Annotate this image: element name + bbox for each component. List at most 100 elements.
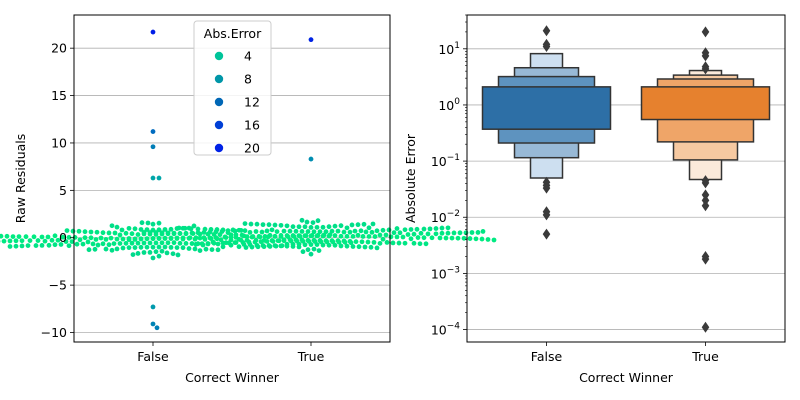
- swarm-point: [114, 236, 120, 242]
- swarm-point: [314, 242, 320, 248]
- swarm-point: [208, 227, 214, 232]
- legend-entry-label: 16: [244, 118, 260, 133]
- swarm-point: [228, 234, 234, 240]
- swarm-point: [338, 223, 344, 229]
- swarm-point: [1, 238, 7, 244]
- swarm-point: [203, 246, 209, 252]
- swarm-point: [132, 245, 138, 250]
- swarm-point: [372, 234, 378, 239]
- swarm-point: [338, 243, 344, 249]
- swarm-point: [114, 224, 120, 230]
- boxen-y-tick-label: 10−1: [431, 153, 460, 169]
- swarm-point: [355, 232, 361, 238]
- swarm-y-ticks: −10 −5 0 5 10 15 20: [41, 41, 74, 340]
- swarm-point: [106, 242, 112, 248]
- swarm-point: [361, 221, 367, 227]
- swarm-point: [35, 238, 41, 243]
- swarm-point: [138, 236, 144, 242]
- swarm-point: [130, 252, 136, 257]
- swarm-point: [281, 237, 287, 243]
- swarm-point: [308, 242, 314, 247]
- swarm-point: [380, 236, 386, 242]
- swarm-point: [195, 226, 201, 232]
- swarm-point: [120, 245, 126, 251]
- swarm-point: [304, 219, 310, 225]
- boxen-box: [640, 86, 771, 121]
- swarm-point: [98, 235, 104, 241]
- boxen-outlier: [701, 321, 710, 333]
- swarm-point: [310, 220, 316, 226]
- swarm-point: [139, 220, 145, 226]
- swarm-point: [308, 251, 314, 257]
- swarm-point: [119, 227, 125, 233]
- swarm-point: [439, 225, 445, 231]
- swarm-point: [236, 244, 242, 250]
- swarm-point: [92, 246, 98, 252]
- swarm-point: [388, 234, 394, 240]
- swarm-point: [269, 227, 275, 233]
- boxen-outlier: [701, 200, 710, 212]
- swarm-point: [74, 241, 80, 247]
- swarm-point: [248, 221, 254, 227]
- swarm-point: [270, 238, 276, 244]
- swarm-point: [147, 240, 153, 246]
- swarm-point: [141, 250, 147, 255]
- swarm-point: [201, 235, 207, 241]
- boxen-x-axis-label: Correct Winner: [579, 370, 674, 385]
- swarm-point: [445, 225, 451, 231]
- swarm-point: [132, 237, 138, 242]
- swarm-point: [408, 227, 414, 232]
- swarm-point: [411, 240, 417, 246]
- swarm-point: [314, 233, 320, 239]
- boxen-boxes: [481, 52, 771, 181]
- swarm-point: [290, 233, 296, 238]
- swarm-point: [211, 232, 217, 237]
- boxen-plot-frame: [466, 14, 786, 343]
- swarm-point: [66, 234, 72, 240]
- swarm-point: [244, 234, 250, 240]
- swarm-point: [150, 321, 156, 327]
- swarm-point: [49, 237, 55, 243]
- swarm-x-axis-label: Correct Winner: [185, 370, 280, 385]
- swarm-point: [418, 230, 424, 236]
- swarm-point: [290, 224, 296, 230]
- swarm-point: [284, 233, 290, 238]
- swarm-point: [126, 245, 132, 251]
- swarm-point: [205, 231, 211, 237]
- swarm-point: [433, 226, 439, 231]
- swarm-point: [467, 236, 473, 241]
- swarm-point: [335, 228, 341, 234]
- swarm-point: [117, 241, 123, 246]
- swarm-point: [293, 237, 299, 243]
- swarm-point: [423, 241, 429, 247]
- swarm-point: [260, 222, 266, 228]
- swarm-point: [129, 240, 135, 246]
- boxen-outlier: [542, 25, 551, 37]
- swarm-point: [150, 129, 156, 134]
- swarm-point: [23, 234, 29, 240]
- swarm-point: [386, 227, 392, 233]
- swarm-y-tick-label: −10: [41, 325, 67, 340]
- swarm-point: [138, 227, 144, 232]
- boxen-x-tick-label: False: [531, 349, 563, 364]
- boxen-outlier: [542, 182, 551, 194]
- swarm-point: [189, 241, 195, 246]
- swarm-point: [320, 224, 326, 230]
- swarm-point: [162, 227, 168, 232]
- swarm-point: [145, 220, 151, 226]
- swarm-point: [242, 221, 248, 227]
- swarm-point: [19, 243, 25, 249]
- swarm-point: [123, 240, 129, 246]
- swarm-point: [332, 223, 338, 229]
- swarm-point: [19, 238, 25, 244]
- swarm-point: [109, 223, 115, 229]
- swarm-point: [380, 227, 386, 233]
- swarm-point: [253, 229, 259, 234]
- swarm-point: [272, 222, 278, 228]
- swarm-point: [150, 29, 156, 35]
- swarm-point: [150, 144, 156, 150]
- boxen-box: [481, 86, 612, 130]
- swarm-point: [344, 233, 350, 239]
- swarm-point: [480, 229, 486, 234]
- swarm-point: [52, 242, 58, 248]
